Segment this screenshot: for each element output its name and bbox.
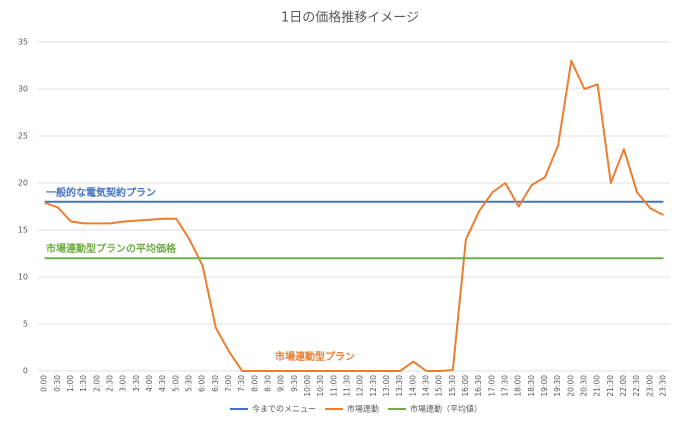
x-tick-label: 2:30 bbox=[105, 375, 114, 392]
y-tick-label: 25 bbox=[18, 132, 28, 141]
x-tick-label: 23:30 bbox=[658, 375, 667, 397]
x-tick-label: 22:30 bbox=[632, 375, 641, 397]
x-tick-label: 1:00 bbox=[66, 375, 75, 392]
annotation: 市場連動型プラン bbox=[275, 350, 355, 363]
x-tick-label: 10:30 bbox=[316, 375, 325, 397]
x-tick-label: 3:00 bbox=[119, 375, 128, 392]
y-tick-label: 30 bbox=[18, 85, 28, 94]
annotation: 一般的な電気契約プラン bbox=[46, 186, 156, 199]
x-tick-label: 16:30 bbox=[474, 375, 483, 397]
x-tick-label: 5:30 bbox=[184, 375, 193, 392]
y-tick-label: 0 bbox=[23, 367, 28, 376]
x-tick-label: 8:30 bbox=[263, 375, 272, 392]
x-tick-label: 11:30 bbox=[342, 375, 351, 397]
x-tick-label: 4:00 bbox=[145, 375, 154, 392]
x-tick-label: 14:30 bbox=[421, 375, 430, 397]
x-tick-label: 20:00 bbox=[566, 375, 575, 397]
x-tick-label: 1:30 bbox=[79, 375, 88, 392]
x-tick-label: 10:00 bbox=[303, 375, 312, 397]
x-tick-label: 16:00 bbox=[461, 375, 470, 397]
x-tick-label: 14:00 bbox=[408, 375, 417, 397]
legend-label: 市場連動（平均値） bbox=[410, 404, 482, 414]
legend-label: 今までのメニュー bbox=[252, 404, 316, 414]
x-tick-label: 0:30 bbox=[53, 375, 62, 392]
x-tick-label: 5:00 bbox=[171, 375, 180, 392]
x-tick-label: 17:30 bbox=[500, 375, 509, 397]
x-tick-label: 18:00 bbox=[514, 375, 523, 397]
x-tick-label: 7:30 bbox=[237, 375, 246, 392]
x-tick-label: 15:00 bbox=[435, 375, 444, 397]
x-tick-label: 18:30 bbox=[527, 375, 536, 397]
x-tick-label: 23:00 bbox=[645, 375, 654, 397]
y-tick-label: 20 bbox=[18, 179, 28, 188]
x-tick-label: 21:30 bbox=[606, 375, 615, 397]
x-tick-label: 6:00 bbox=[198, 375, 207, 392]
series-line bbox=[44, 59, 664, 372]
x-tick-label: 12:00 bbox=[356, 375, 365, 397]
x-tick-label: 22:00 bbox=[619, 375, 628, 397]
y-tick-label: 35 bbox=[18, 38, 28, 47]
x-tick-label: 9:00 bbox=[277, 375, 286, 392]
x-tick-label: 4:30 bbox=[158, 375, 167, 392]
x-tick-label: 15:30 bbox=[448, 375, 457, 397]
x-tick-label: 2:00 bbox=[92, 375, 101, 392]
x-tick-label: 20:30 bbox=[579, 375, 588, 397]
y-tick-label: 10 bbox=[18, 273, 28, 282]
x-tick-label: 8:00 bbox=[250, 375, 259, 392]
x-tick-label: 19:00 bbox=[540, 375, 549, 397]
x-tick-label: 3:30 bbox=[132, 375, 141, 392]
x-tick-label: 0:00 bbox=[40, 375, 49, 392]
x-tick-label: 11:00 bbox=[329, 375, 338, 397]
chart-title: 1日の価格推移イメージ bbox=[281, 10, 419, 26]
x-tick-label: 12:30 bbox=[369, 375, 378, 397]
annotation: 市場連動型プランの平均価格 bbox=[46, 242, 177, 255]
x-tick-label: 17:00 bbox=[487, 375, 496, 397]
x-tick-label: 19:30 bbox=[553, 375, 562, 397]
x-tick-label: 6:30 bbox=[211, 375, 220, 392]
legend-label: 市場連動 bbox=[347, 404, 379, 414]
x-tick-label: 13:30 bbox=[395, 375, 404, 397]
y-tick-label: 5 bbox=[23, 320, 28, 329]
y-tick-label: 15 bbox=[18, 226, 28, 235]
x-tick-label: 21:00 bbox=[593, 375, 602, 397]
x-tick-label: 7:00 bbox=[224, 375, 233, 392]
x-tick-label: 9:30 bbox=[290, 375, 299, 392]
x-tick-label: 13:00 bbox=[382, 375, 391, 397]
